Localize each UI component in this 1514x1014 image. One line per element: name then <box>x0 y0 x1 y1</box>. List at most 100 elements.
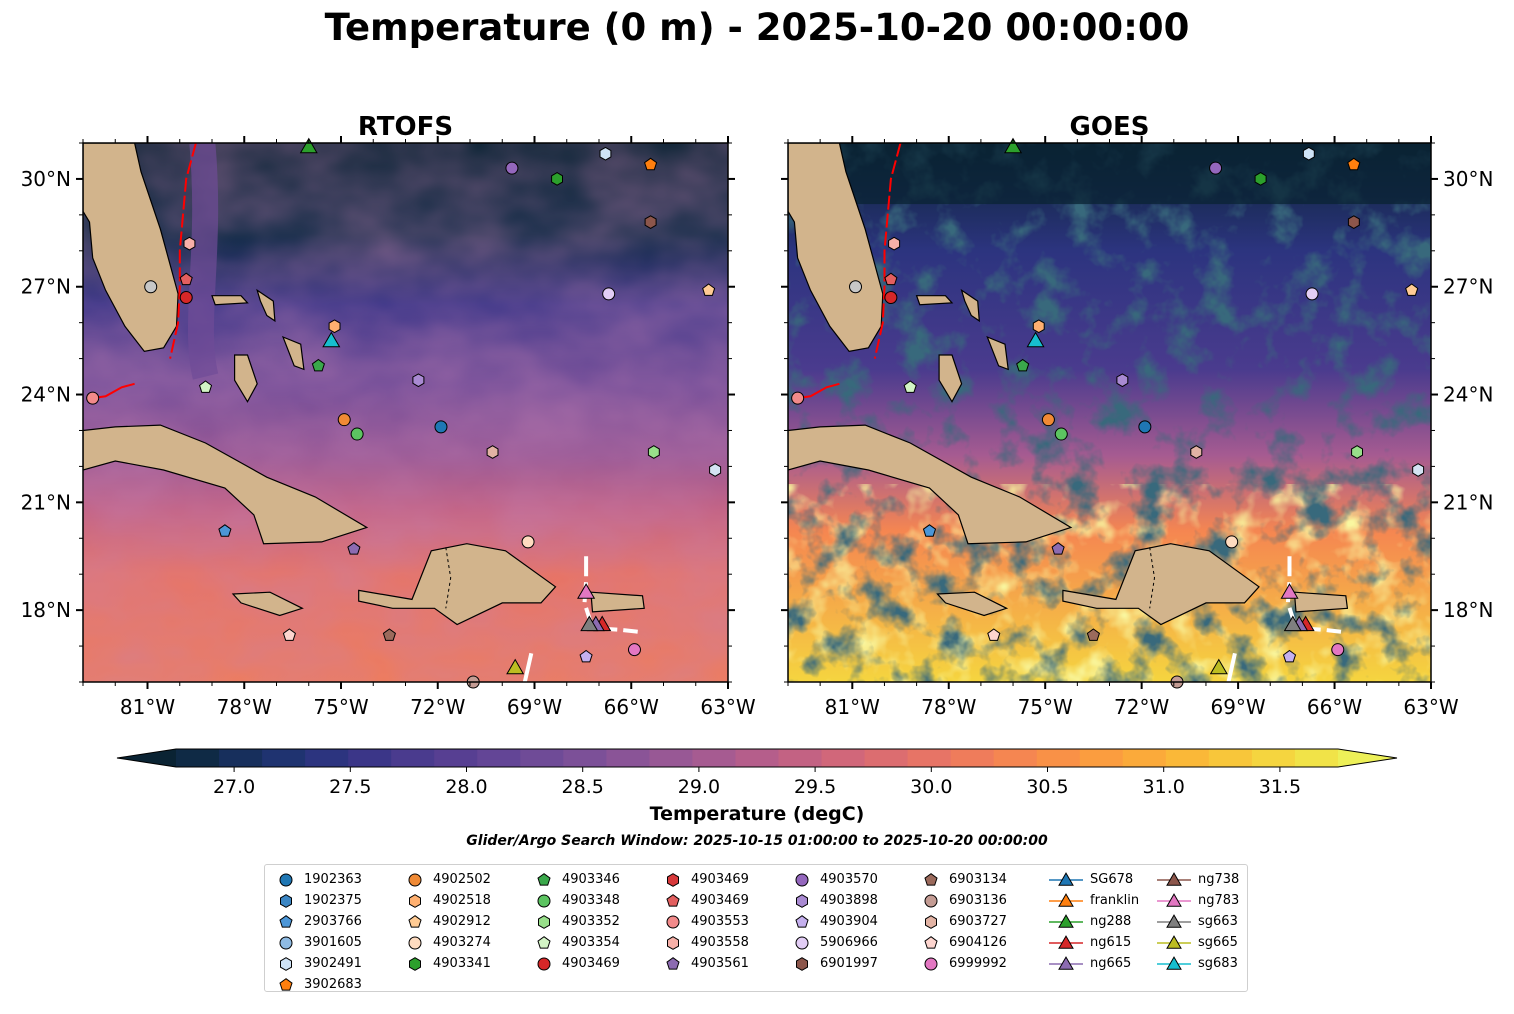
legend-marker-icon <box>666 915 680 928</box>
marker-6999992 <box>1331 643 1345 657</box>
temperature-field <box>83 143 728 682</box>
marker-ng288 <box>299 137 318 154</box>
colorbar-tick-label: 28.0 <box>445 776 487 798</box>
panel-title: GOES <box>1070 112 1150 142</box>
x-tick-label: 66°W <box>604 695 659 719</box>
track-red-gulf-stream <box>873 143 902 359</box>
marker-4903553 <box>791 391 805 405</box>
legend-marker-icon <box>280 893 292 908</box>
legend-marker <box>279 914 293 928</box>
figure-canvas: RTOFS 81°W 78°W 75°W 72°W 69°W 66°W 63°W 18°N 21°… <box>21 112 1494 798</box>
land-cuba <box>788 424 1073 545</box>
x-tick-label: 78°W <box>921 695 976 719</box>
axis-ticks: 81°W 78°W 75°W 72°W 69°W 66°W 63°W 18°N 21°N 24°N… <box>21 136 756 719</box>
legend-label: 4903561 <box>691 956 749 971</box>
land-florida <box>788 143 884 353</box>
legend-marker <box>408 936 422 949</box>
colorbar-bin <box>778 749 823 767</box>
legend-label: 2903766 <box>304 914 362 929</box>
y-tick-label: 30°N <box>21 167 71 191</box>
marker-4902518 <box>1032 319 1045 334</box>
legend-marker <box>1058 871 1074 886</box>
colorbar-bin <box>348 749 392 767</box>
x-tick-label: 66°W <box>1307 695 1362 719</box>
track-white-puerto-rico <box>582 556 638 634</box>
legend-marker <box>408 873 422 886</box>
legend-column: 4903570 4903898 4903904 5906966 6901997 <box>791 869 878 974</box>
figure-title: Temperature (0 m) - 2025-10-20 00:00:00 <box>324 6 1190 49</box>
legend-item: 4903469 <box>533 953 620 974</box>
marker-2903766 <box>218 524 232 537</box>
track-red-gulf-stream <box>169 143 197 359</box>
legend-marker-icon <box>924 894 938 907</box>
marker-4903274 <box>521 535 535 549</box>
marker-4903904 <box>579 649 593 663</box>
legend-label: 4903354 <box>562 935 620 950</box>
legend-label: ng615 <box>1090 935 1132 950</box>
legend-label: 4903904 <box>820 914 878 929</box>
land-eleuthera <box>986 335 1009 371</box>
platform-legend: 1902363 1902375 2903766 3901605 3902491 39026… <box>264 864 1248 992</box>
marker-4903348 <box>1054 427 1068 441</box>
marker-4903561 <box>347 542 361 555</box>
legend-item: 4903346 <box>533 869 620 890</box>
haiti-dr-border <box>1149 547 1156 609</box>
land-eleuthera <box>281 335 305 371</box>
legend-marker-icon <box>666 893 680 907</box>
marker-ng288 <box>1004 137 1023 154</box>
marker-3902683 <box>1347 157 1361 171</box>
legend-item: 1902375 <box>275 890 362 911</box>
legend-marker <box>408 914 422 928</box>
legend-marker-icon <box>409 893 421 908</box>
colorbar-bin <box>1251 749 1296 767</box>
track-white-south <box>522 652 534 682</box>
legend-label: 4903558 <box>691 935 749 950</box>
legend-marker-icon <box>409 956 421 971</box>
marker-ng783 <box>1280 583 1299 599</box>
marker-4903469 <box>179 272 193 286</box>
legend-marker-icon <box>408 914 422 928</box>
legend-item: 4903352 <box>533 911 620 932</box>
marker-6904126 <box>282 628 296 641</box>
legend-item: 6901997 <box>791 953 878 974</box>
marker-6999992 <box>627 643 641 657</box>
land-abaco <box>960 288 980 323</box>
legend-marker-icon <box>279 977 293 991</box>
marker-6901997 <box>1347 215 1360 229</box>
legend-marker <box>538 914 550 929</box>
legend-marker-icon <box>924 935 938 949</box>
y-tick-label: 18°N <box>21 598 71 622</box>
legend-item: ng288 <box>1049 911 1139 932</box>
marker-sg683 <box>322 331 341 348</box>
legend-label: 6903134 <box>949 872 1007 887</box>
legend-marker <box>280 893 292 908</box>
legend-marker <box>796 956 808 971</box>
land-abaco <box>256 288 276 323</box>
legend-item: 3901605 <box>275 932 362 953</box>
legend-marker <box>537 957 551 970</box>
marker-sg665 <box>1209 658 1228 675</box>
marker-6904126 <box>987 628 1001 641</box>
legend-label: 4902518 <box>433 893 491 908</box>
legend-item: 6903136 <box>920 890 1007 911</box>
marker-4903570 <box>1209 161 1223 175</box>
land-hispaniola <box>1062 543 1260 626</box>
legend-item: 6903727 <box>920 911 1007 932</box>
legend-label: 4903898 <box>820 893 878 908</box>
colorbar: 27.0 27.5 28.0 28.5 29.0 29.5 30.0 30.5 31.0 31.5 <box>116 748 1398 798</box>
legend-label: 4902502 <box>433 872 491 887</box>
legend-item: ng615 <box>1049 932 1139 953</box>
legend-marker <box>537 894 551 907</box>
land-andros <box>234 354 258 403</box>
colorbar-bin <box>993 749 1038 767</box>
colorbar-bin <box>821 749 866 767</box>
x-tick-label: 63°W <box>700 695 755 719</box>
y-tick-label: 30°N <box>1443 167 1493 191</box>
marker-3902491 <box>1302 146 1315 161</box>
marker-4903561 <box>1051 542 1065 555</box>
marker-4903898 <box>1116 373 1129 388</box>
marker-4903469 <box>1138 420 1152 434</box>
colorbar-tick-label: 31.0 <box>1143 776 1185 798</box>
legend-item: sg665 <box>1157 932 1239 953</box>
legend-marker-icon <box>537 894 551 907</box>
